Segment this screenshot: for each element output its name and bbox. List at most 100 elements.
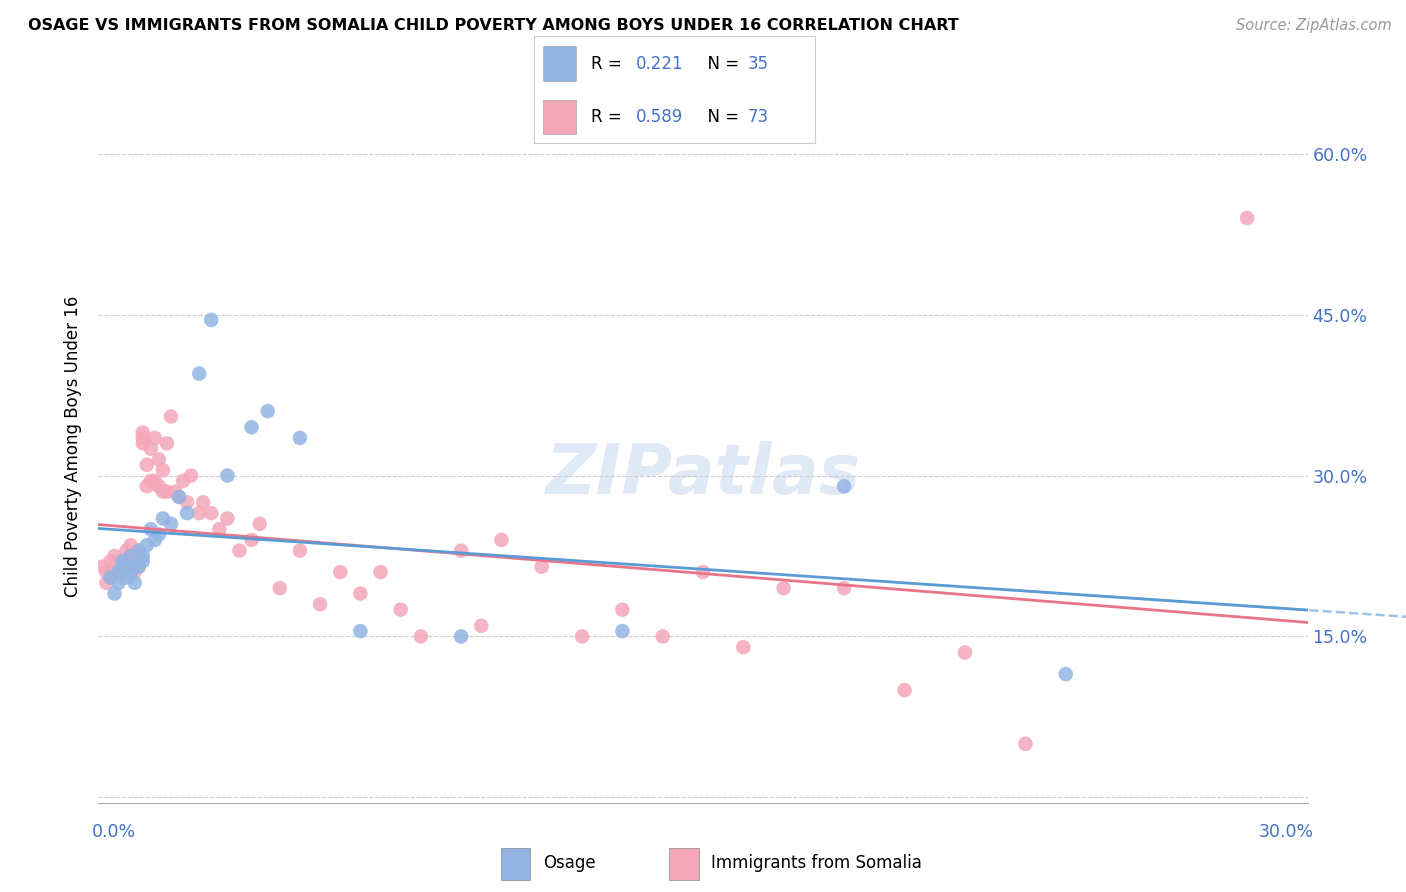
Point [124, 559, 146, 574]
Point [103, 559, 125, 574]
Text: R =: R = [591, 108, 627, 126]
Point [1014, 737, 1036, 751]
Point [160, 409, 183, 424]
Point [450, 630, 472, 644]
Point [612, 624, 634, 639]
Point [612, 602, 634, 616]
Point [389, 602, 412, 616]
Point [188, 367, 211, 381]
Point [409, 630, 432, 644]
Text: 0.589: 0.589 [636, 108, 683, 126]
Point [832, 581, 855, 595]
Point [115, 543, 138, 558]
Point [172, 474, 194, 488]
Point [176, 495, 198, 509]
Point [176, 506, 198, 520]
Point [1236, 211, 1258, 225]
Point [152, 484, 174, 499]
Point [329, 565, 352, 579]
Point [240, 533, 263, 547]
Text: N =: N = [697, 108, 745, 126]
Point [139, 522, 162, 536]
Point [163, 484, 186, 499]
Point [470, 619, 492, 633]
Point [132, 554, 155, 568]
Point [228, 543, 250, 558]
Text: OSAGE VS IMMIGRANTS FROM SOMALIA CHILD POVERTY AMONG BOYS UNDER 16 CORRELATION C: OSAGE VS IMMIGRANTS FROM SOMALIA CHILD P… [28, 18, 959, 33]
Point [103, 549, 125, 563]
FancyBboxPatch shape [669, 848, 699, 880]
Point [139, 474, 162, 488]
Point [91, 559, 114, 574]
Point [832, 479, 855, 493]
Point [120, 559, 142, 574]
Point [288, 543, 311, 558]
Point [115, 570, 138, 584]
Point [193, 495, 215, 509]
Point [107, 565, 129, 579]
Point [188, 506, 211, 520]
Point [256, 404, 278, 418]
Text: N =: N = [697, 54, 745, 72]
Point [132, 431, 155, 445]
Point [111, 554, 134, 568]
Point [96, 575, 118, 590]
Text: Immigrants from Somalia: Immigrants from Somalia [711, 854, 922, 872]
Point [111, 559, 134, 574]
Point [100, 570, 122, 584]
Point [139, 442, 162, 456]
Point [143, 431, 166, 445]
Point [143, 474, 166, 488]
Text: 35: 35 [748, 54, 769, 72]
Point [530, 559, 553, 574]
Point [288, 431, 311, 445]
Point [128, 543, 150, 558]
Point [103, 586, 125, 600]
FancyBboxPatch shape [543, 100, 576, 134]
Text: 0.0%: 0.0% [93, 822, 136, 841]
Point [349, 624, 371, 639]
Point [128, 549, 150, 563]
Point [111, 559, 134, 574]
Point [167, 490, 190, 504]
Point [128, 559, 150, 574]
Point [156, 484, 179, 499]
Point [370, 565, 392, 579]
Text: Osage: Osage [543, 854, 595, 872]
Point [128, 559, 150, 574]
Point [135, 479, 157, 493]
Point [143, 533, 166, 547]
Point [953, 646, 976, 660]
Point [124, 575, 146, 590]
FancyBboxPatch shape [543, 46, 576, 80]
Text: Source: ZipAtlas.com: Source: ZipAtlas.com [1236, 18, 1392, 33]
Point [107, 575, 129, 590]
Point [651, 630, 673, 644]
Point [96, 565, 118, 579]
Point [571, 630, 593, 644]
Point [148, 452, 170, 467]
Point [156, 436, 179, 450]
Point [120, 549, 142, 563]
Point [124, 565, 146, 579]
Point [200, 506, 222, 520]
Point [111, 570, 134, 584]
Point [217, 468, 239, 483]
Point [120, 549, 142, 563]
Point [349, 586, 371, 600]
Point [240, 420, 263, 434]
FancyBboxPatch shape [501, 848, 530, 880]
Point [152, 463, 174, 477]
Point [132, 436, 155, 450]
Point [200, 313, 222, 327]
Point [115, 565, 138, 579]
Point [100, 554, 122, 568]
Y-axis label: Child Poverty Among Boys Under 16: Child Poverty Among Boys Under 16 [65, 295, 83, 597]
Point [107, 565, 129, 579]
Point [128, 543, 150, 558]
Point [217, 511, 239, 525]
Point [115, 559, 138, 574]
Point [450, 543, 472, 558]
Text: 73: 73 [748, 108, 769, 126]
Point [180, 468, 202, 483]
